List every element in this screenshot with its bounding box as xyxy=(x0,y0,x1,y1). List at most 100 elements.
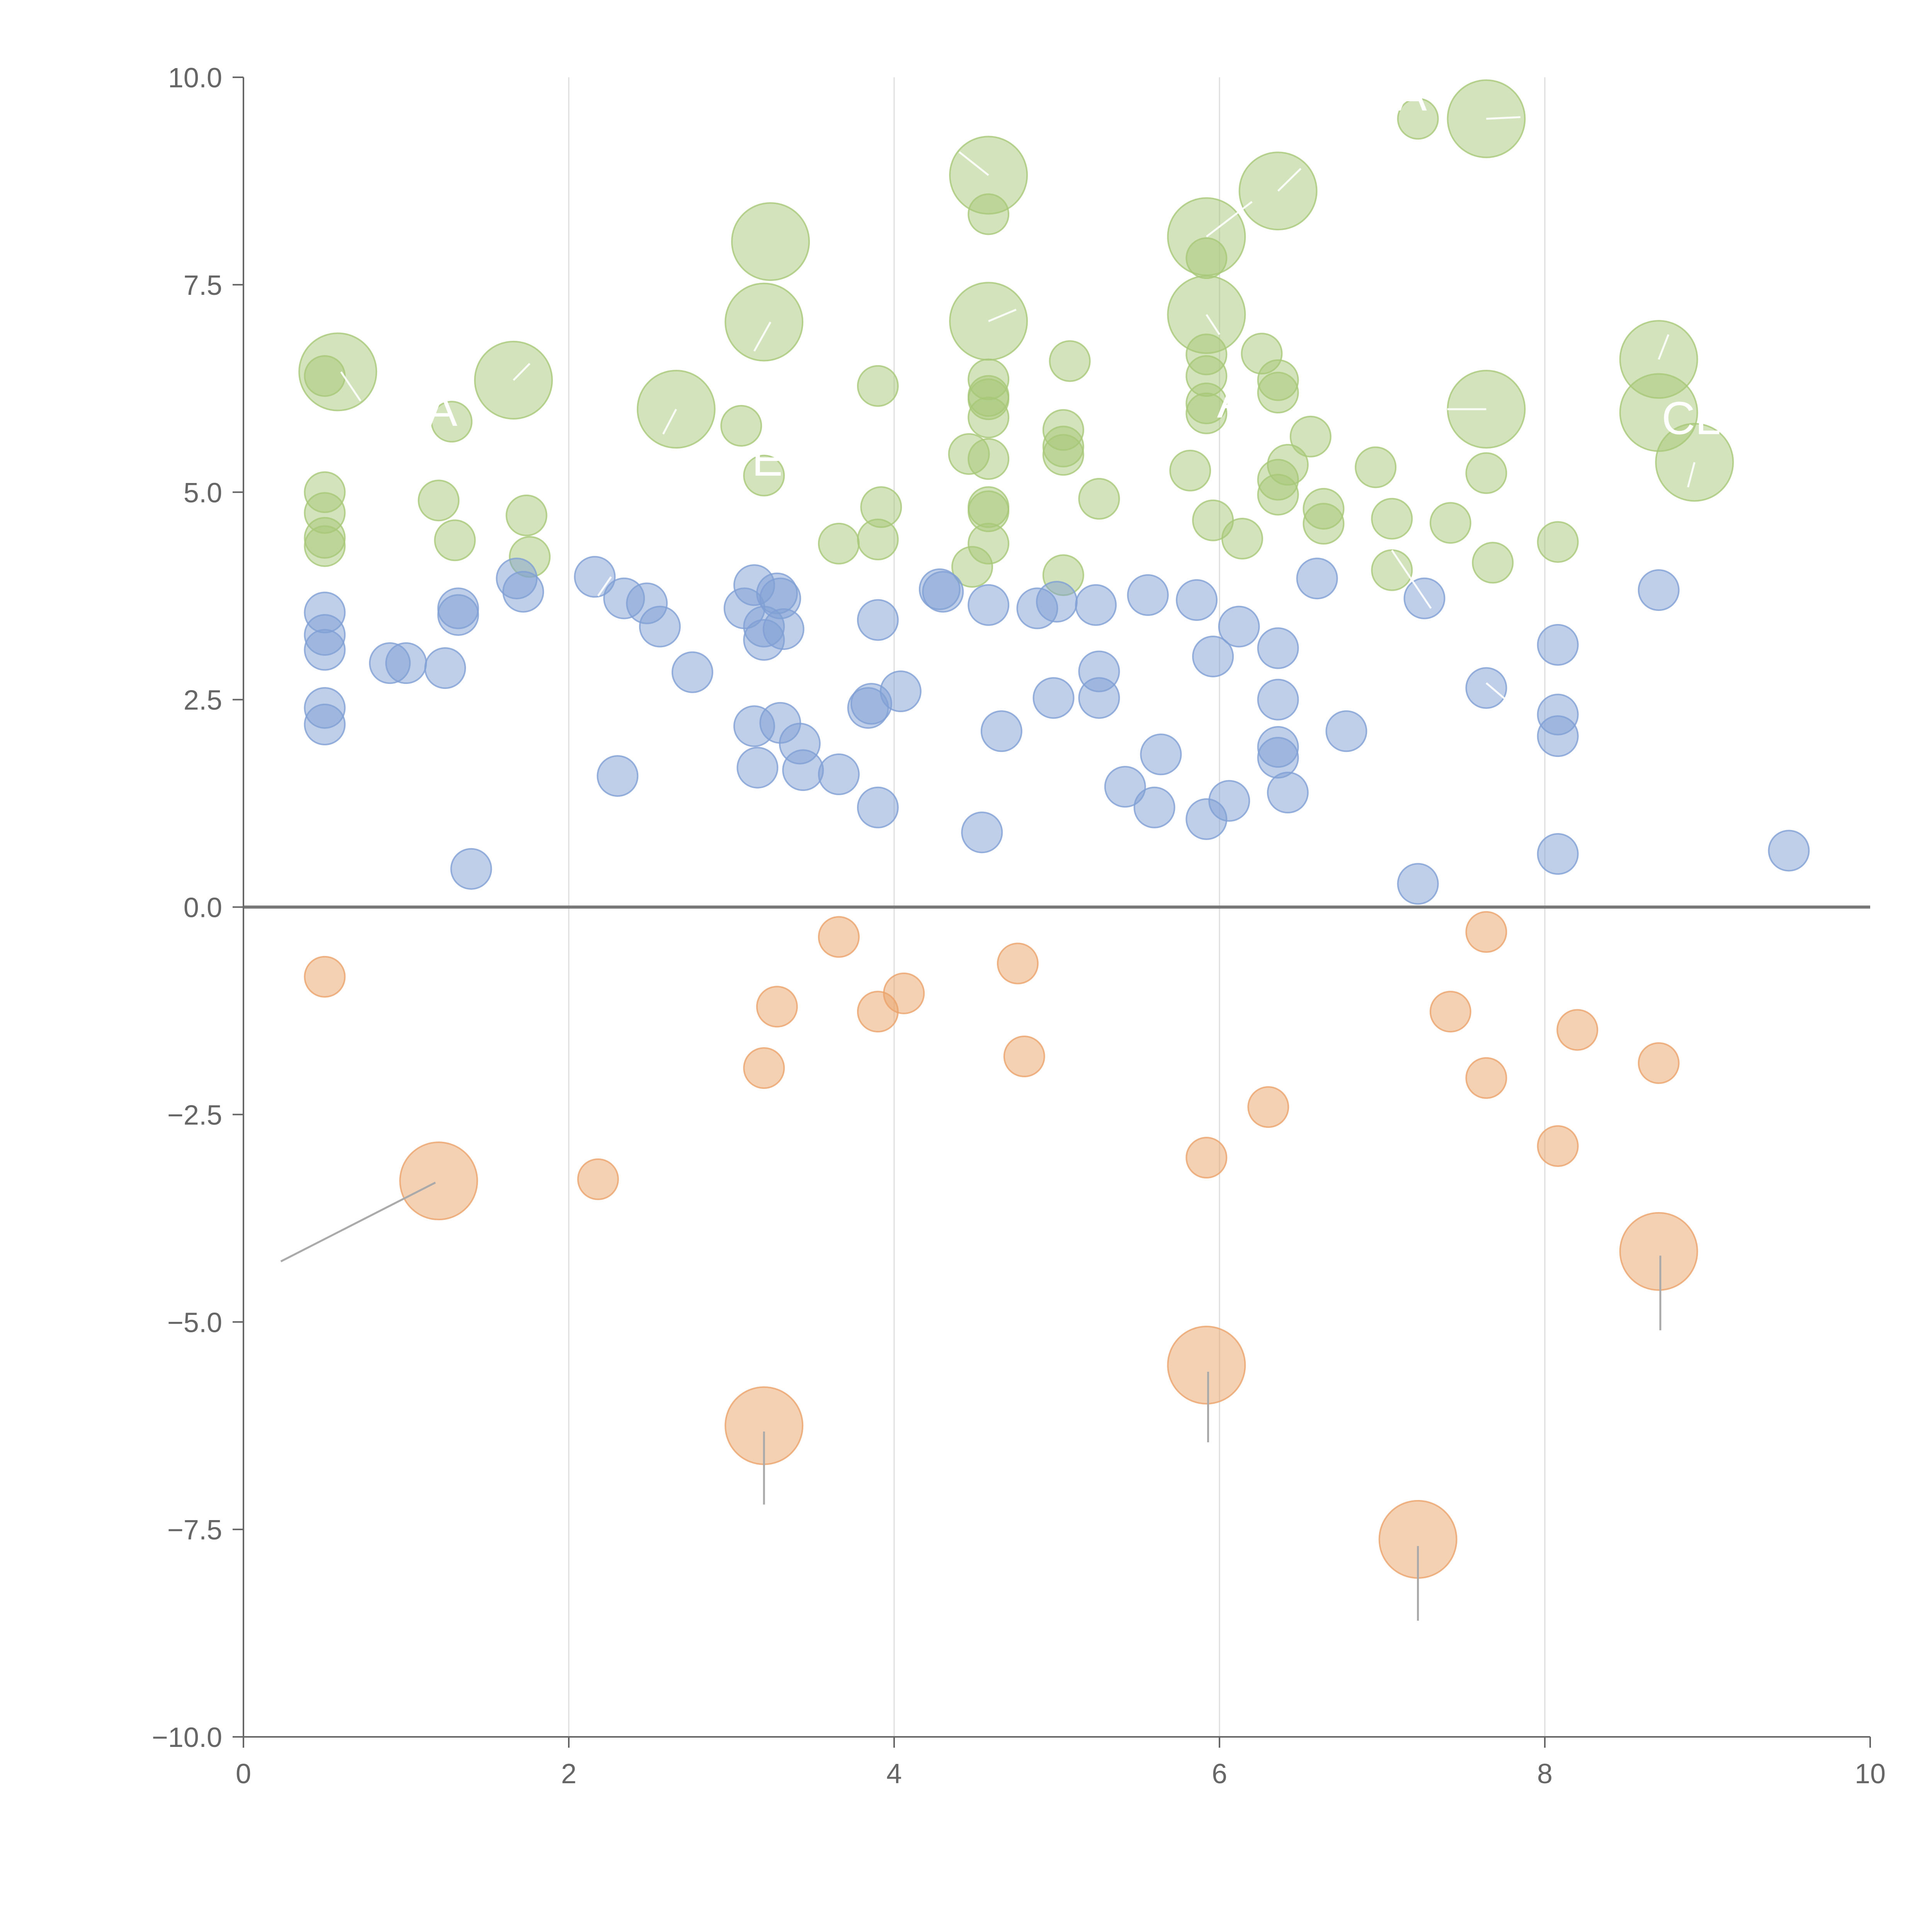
blue-bubble xyxy=(424,647,466,689)
blue-bubble xyxy=(879,670,922,713)
bubble-annotation: A xyxy=(1396,69,1427,121)
green-bubble xyxy=(298,332,378,412)
bubble-layer xyxy=(298,79,1810,1579)
blue-bubble xyxy=(1537,624,1579,666)
green-bubble xyxy=(1371,498,1413,540)
leader-line xyxy=(280,1182,436,1262)
green-bubble xyxy=(1397,98,1439,140)
green-bubble xyxy=(1185,392,1228,434)
y-tick-label: −5.0 xyxy=(167,1307,222,1338)
blue-bubble xyxy=(980,710,1022,752)
leader-line xyxy=(1391,549,1432,609)
y-tick-label: 2.5 xyxy=(184,685,222,716)
green-bubble xyxy=(418,480,460,522)
green-bubble xyxy=(968,438,1010,480)
orange-bubble xyxy=(1167,1325,1246,1405)
green-bubble xyxy=(1465,452,1507,494)
bubble-annotation: A xyxy=(1217,376,1248,427)
x-tick-label: 8 xyxy=(1537,1759,1553,1789)
green-bubble xyxy=(1303,503,1345,545)
leader-line xyxy=(1277,168,1302,192)
leader-line xyxy=(513,363,531,381)
orange-bubble xyxy=(1537,1125,1579,1167)
green-bubble xyxy=(1078,478,1120,520)
orange-bubble xyxy=(997,942,1039,985)
green-bubble xyxy=(860,486,902,528)
y-tick-label: −7.5 xyxy=(167,1515,222,1546)
blue-bubble xyxy=(1257,679,1299,721)
y-tick-label: 0.0 xyxy=(184,893,222,923)
green-bubble xyxy=(1042,434,1084,476)
orange-bubble xyxy=(743,1047,785,1089)
blue-bubble xyxy=(1257,627,1299,669)
blue-bubble xyxy=(1127,574,1169,616)
annotation-layer: A CL A A E xyxy=(427,69,1721,486)
blue-bubble xyxy=(1257,736,1299,779)
leader-line xyxy=(597,576,612,597)
blue-bubble xyxy=(857,599,899,641)
green-bubble xyxy=(304,525,346,567)
green-bubble xyxy=(968,396,1010,439)
blue-bubble xyxy=(1537,833,1579,875)
orange-bubble xyxy=(399,1141,478,1221)
green-bubble xyxy=(724,282,804,362)
leader-line xyxy=(1206,201,1253,238)
blue-bubble xyxy=(1465,667,1507,709)
leader-line xyxy=(988,308,1017,322)
green-bubble xyxy=(1238,151,1318,231)
green-bubble xyxy=(1289,415,1332,457)
bubble-annotation: CL xyxy=(1662,392,1721,444)
blue-bubble xyxy=(1036,581,1078,623)
blue-bubble xyxy=(597,755,639,797)
blue-bubble xyxy=(304,629,346,671)
blue-bubble xyxy=(736,747,779,789)
green-bubble xyxy=(720,405,762,447)
blue-bubble xyxy=(1075,584,1117,626)
orange-bubble xyxy=(304,956,346,998)
leader-line xyxy=(958,151,989,176)
blue-bubble xyxy=(818,753,860,795)
blue-bubble xyxy=(1397,863,1439,905)
green-bubble xyxy=(731,202,810,281)
blue-bubble xyxy=(671,651,713,693)
orange-bubble xyxy=(756,986,798,1028)
blue-bubble xyxy=(1296,558,1338,600)
green-bubble xyxy=(857,365,899,407)
blue-bubble xyxy=(968,584,1010,626)
green-bubble xyxy=(1472,542,1514,584)
green-bubble xyxy=(1537,521,1579,563)
y-tick-label: 5.0 xyxy=(184,478,222,509)
blue-bubble xyxy=(1032,677,1075,719)
leader-line xyxy=(1687,462,1696,488)
y-tick-label: 10.0 xyxy=(168,63,222,94)
blue-bubble xyxy=(1325,710,1367,752)
blue-bubble xyxy=(857,786,899,828)
x-tick-label: 0 xyxy=(236,1759,251,1789)
leader-line xyxy=(1485,682,1507,701)
green-bubble xyxy=(968,193,1010,235)
green-bubble xyxy=(434,519,476,561)
green-bubble xyxy=(505,494,548,536)
bubble-annotation: A xyxy=(427,384,457,436)
green-bubble xyxy=(743,454,785,497)
blue-bubble xyxy=(1078,677,1120,719)
leader-line xyxy=(662,408,677,435)
orange-bubble xyxy=(1619,1212,1698,1291)
leader-layer xyxy=(280,116,1696,1621)
blue-bubble xyxy=(1638,569,1680,611)
blue-bubble xyxy=(1133,786,1175,828)
blue-bubble xyxy=(922,571,964,613)
green-bubble xyxy=(430,401,473,443)
green-bubble xyxy=(1371,549,1413,591)
green-bubble xyxy=(1355,446,1397,488)
orange-bubble xyxy=(1247,1086,1289,1128)
green-bubble xyxy=(1257,372,1299,414)
leader-line xyxy=(1486,116,1520,120)
orange-bubble xyxy=(1003,1036,1045,1078)
axis-layer: 0 2 4 6 8 10 10.0 7.5 5.0 2.5 0.0 −2.5 −5.0 −7.5 −10.0 xyxy=(152,63,1886,1789)
blue-bubble xyxy=(762,608,804,650)
green-bubble xyxy=(1429,502,1471,544)
x-tick-label: 10 xyxy=(1855,1759,1886,1789)
blue-bubble xyxy=(450,848,492,890)
